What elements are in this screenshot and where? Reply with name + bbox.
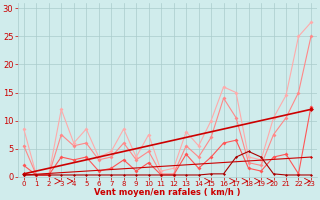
X-axis label: Vent moyen/en rafales ( km/h ): Vent moyen/en rafales ( km/h ) bbox=[94, 188, 241, 197]
